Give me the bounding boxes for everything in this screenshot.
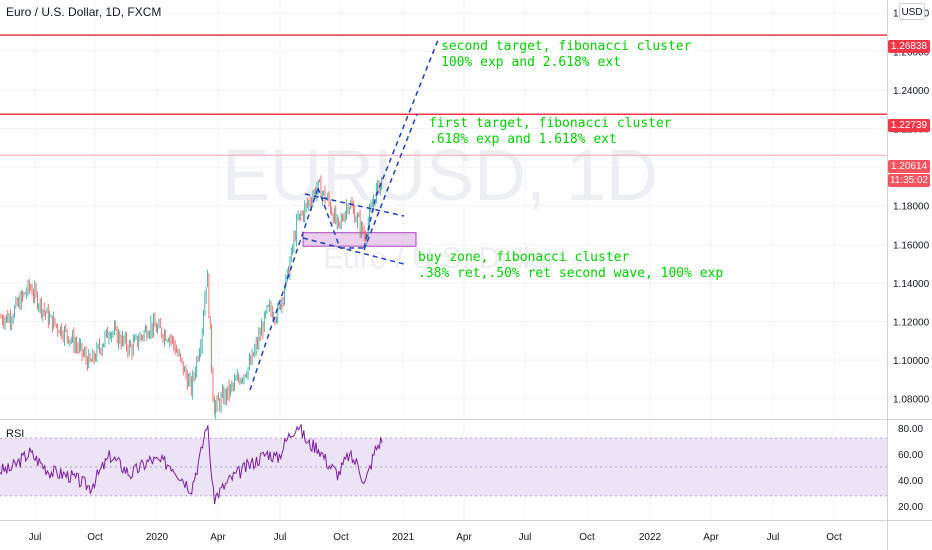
price-tick-label: 1.08000 — [893, 395, 930, 406]
price-pill-first-target[interactable]: 1.22739 — [888, 119, 930, 132]
time-tick-label: 2020 — [146, 532, 169, 543]
rsi-tick-label: 60.00 — [898, 450, 923, 461]
rsi-band-fill — [0, 438, 887, 496]
trendlines[interactable] — [249, 39, 439, 391]
time-tick-label: Apr — [456, 532, 472, 543]
rsi-tick-label: 20.00 — [898, 502, 923, 513]
time-tick-label: Oct — [87, 532, 103, 543]
annotation-line: buy zone, fibonacci cluster — [418, 250, 630, 265]
annotation-second-target: second target, fibonacci cluster 100% ex… — [441, 39, 691, 71]
buy-zone-rect — [302, 232, 417, 247]
price-pill-countdown[interactable]: 11:35:02 — [888, 174, 930, 187]
currency-badge[interactable]: USD — [899, 3, 925, 20]
price-axis[interactable]: 1.08000 1.10000 1.12000 1.14000 1.16000 1.180… — [893, 9, 930, 406]
symbol-title[interactable]: Euro / U.S. Dollar, 1D, FXCM — [6, 5, 162, 19]
trendline — [375, 39, 439, 197]
price-pill-last[interactable]: 1.20614 — [888, 160, 930, 173]
price-tick-label: 1.12000 — [893, 317, 930, 328]
time-tick-label: Oct — [333, 532, 349, 543]
rsi-tick-label: 80.00 — [898, 424, 923, 435]
annotation-line: .618% exp and 1.618% ext — [429, 132, 617, 147]
time-tick-label: Oct — [579, 532, 595, 543]
time-axis[interactable]: Jul Oct 2020 Apr Jul Oct 2021 Apr Jul Oct 2022 Apr J… — [29, 532, 842, 543]
annotation-line: 100% exp and 2.618% ext — [441, 55, 622, 70]
buy-zone-box[interactable] — [302, 232, 417, 247]
candle-series — [0, 175, 383, 420]
price-pill-second-target[interactable]: 1.26838 — [888, 40, 930, 53]
trendline — [363, 113, 418, 251]
time-tick-label: Jul — [274, 532, 287, 543]
time-tick-label: 2022 — [639, 532, 662, 543]
rsi-band — [0, 437, 887, 497]
time-tick-label: Oct — [826, 532, 842, 543]
rsi-label[interactable]: RSI — [6, 428, 25, 440]
annotation-line: second target, fibonacci cluster — [441, 39, 692, 54]
rsi-axis[interactable]: 20.00 40.00 60.00 80.00 — [898, 424, 923, 513]
annotation-first-target: first target, fibonacci cluster .618% ex… — [429, 116, 672, 148]
time-tick-label: 2021 — [392, 532, 415, 543]
grid — [0, 0, 887, 520]
annotation-line: .38% ret,.50% ret second wave, 100% exp — [418, 266, 724, 281]
trendline — [304, 193, 405, 217]
time-tick-label: Jul — [29, 532, 42, 543]
price-tick-label: 1.16000 — [893, 240, 930, 251]
price-tick-label: 1.24000 — [893, 86, 930, 97]
annotation-buy-zone: buy zone, fibonacci cluster .38% ret,.50… — [418, 250, 723, 282]
trendline — [317, 187, 341, 249]
time-tick-label: Jul — [767, 532, 780, 543]
price-tick-label: 1.10000 — [893, 356, 930, 367]
watermark-symbol: EURUSD, 1D — [222, 136, 658, 216]
price-tick-label: 1.14000 — [893, 279, 930, 290]
time-tick-label: Jul — [519, 532, 532, 543]
annotation-line: first target, fibonacci cluster — [429, 116, 672, 131]
rsi-tick-label: 40.00 — [898, 476, 923, 487]
target-lines[interactable] — [0, 34, 887, 156]
time-tick-label: Apr — [210, 532, 226, 543]
time-tick-label: Apr — [703, 532, 719, 543]
rsi-line — [0, 424, 383, 505]
price-tick-label: 1.18000 — [893, 202, 930, 213]
rsi-path — [0, 424, 383, 505]
